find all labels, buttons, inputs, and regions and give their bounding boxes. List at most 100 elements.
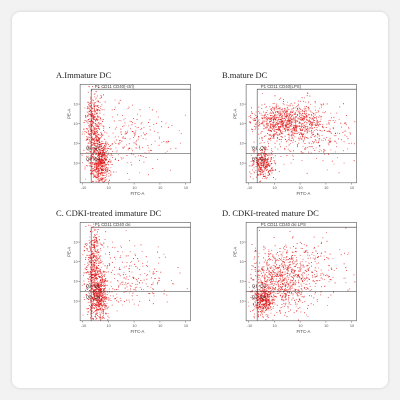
event-dot <box>99 271 101 273</box>
event-dot <box>273 134 275 136</box>
event-dot <box>294 129 296 131</box>
event-dot <box>98 153 100 155</box>
event-dot <box>288 310 290 312</box>
event-dot <box>163 293 165 295</box>
event-dot <box>272 117 274 119</box>
event-dot <box>325 139 326 141</box>
event-dot <box>253 119 255 121</box>
event-dot <box>272 283 274 285</box>
event-dot <box>272 136 274 138</box>
event-dot <box>107 154 109 155</box>
event-dot <box>134 132 136 134</box>
event-dot <box>136 286 138 288</box>
event-dot <box>283 109 285 111</box>
event-dot <box>271 259 273 261</box>
event-dot <box>164 152 166 154</box>
event-dot <box>297 121 299 122</box>
event-dot <box>264 294 266 295</box>
event-dot <box>307 308 309 310</box>
event-dot <box>259 274 261 276</box>
event-dot <box>255 127 257 129</box>
event-dot <box>156 283 158 285</box>
event-dot <box>268 118 270 119</box>
event-dot <box>100 299 102 301</box>
event-dot <box>277 292 279 294</box>
event-dot <box>101 279 103 281</box>
event-dot <box>118 159 119 161</box>
event-dot <box>282 283 284 285</box>
event-dot <box>354 121 356 123</box>
event-dot <box>91 288 93 290</box>
event-dot <box>100 173 102 175</box>
event-dot <box>250 173 252 175</box>
event-dot <box>99 305 100 307</box>
event-dot <box>99 149 101 151</box>
event-dot <box>291 137 293 139</box>
event-dot <box>93 143 95 145</box>
event-dot <box>311 130 312 132</box>
event-dot <box>105 297 107 298</box>
event-dot <box>283 292 285 294</box>
event-dot <box>88 289 90 291</box>
event-dot <box>281 275 283 277</box>
event-dot <box>87 114 89 116</box>
event-dot <box>137 267 138 269</box>
event-dot <box>118 120 120 121</box>
event-dot <box>276 122 278 124</box>
event-dot <box>279 274 281 276</box>
event-dot <box>94 158 96 160</box>
event-dot <box>319 130 321 132</box>
event-dot <box>91 257 93 259</box>
event-dot <box>275 267 277 269</box>
event-dot <box>101 140 102 142</box>
event-dot <box>301 278 302 280</box>
event-dot <box>322 104 324 106</box>
event-dot <box>265 168 267 170</box>
event-dot <box>278 110 280 112</box>
event-dot <box>104 294 106 296</box>
event-dot <box>314 114 316 116</box>
event-dot <box>99 154 101 156</box>
event-dot <box>278 126 280 128</box>
event-dot <box>265 127 267 129</box>
event-dot <box>271 114 273 116</box>
event-dot <box>97 161 99 162</box>
event-dot <box>89 105 91 107</box>
event-dot <box>149 293 151 294</box>
event-dot <box>98 139 100 141</box>
event-dot <box>139 287 141 288</box>
event-dot <box>147 285 149 287</box>
event-dot <box>288 291 290 293</box>
event-dot <box>139 159 141 161</box>
event-dot <box>100 177 102 179</box>
event-dot <box>285 116 286 118</box>
event-dot <box>92 138 94 139</box>
event-dot <box>95 251 97 253</box>
event-dot <box>305 112 307 114</box>
event-dot <box>111 246 113 248</box>
event-dot <box>93 107 95 109</box>
event-dot <box>264 161 265 163</box>
event-dot <box>98 116 100 118</box>
event-dot <box>83 280 85 282</box>
event-dot <box>103 166 105 168</box>
event-dot <box>120 120 122 122</box>
event-dot <box>302 135 303 137</box>
event-dot <box>102 263 104 265</box>
event-dot <box>251 113 253 115</box>
event-dot <box>102 297 104 299</box>
event-dot <box>90 225 92 227</box>
event-dot <box>99 161 101 163</box>
event-dot <box>311 295 312 297</box>
event-dot <box>254 298 256 300</box>
event-dot <box>105 313 107 315</box>
event-dot <box>291 114 293 116</box>
event-dot <box>103 166 105 168</box>
event-dot <box>248 281 250 283</box>
event-dot <box>264 156 265 157</box>
event-dot <box>298 103 300 105</box>
event-dot <box>291 272 293 274</box>
event-dot <box>304 286 306 288</box>
event-dot <box>89 151 91 153</box>
event-dot <box>262 291 264 293</box>
